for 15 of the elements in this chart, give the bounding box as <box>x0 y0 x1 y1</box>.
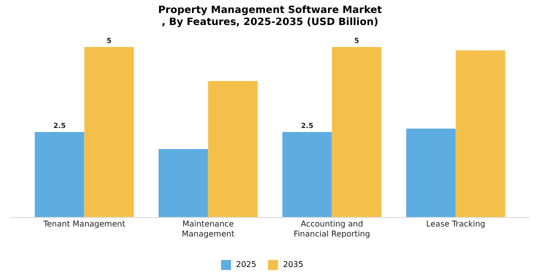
bar <box>84 47 134 217</box>
bar <box>282 132 332 217</box>
bar <box>34 132 84 217</box>
bar <box>332 47 382 217</box>
legend-label: 2025 <box>236 260 256 269</box>
chart-title: Property Management Software Market , By Features, 2025-2035 (USD Billion) <box>158 5 382 28</box>
x-tick-label: Accounting and Financial Reporting <box>294 220 370 238</box>
x-tick-label: Tenant Management <box>42 220 126 228</box>
x-tick-label: Lease Tracking <box>426 220 486 228</box>
x-tick-label: Maintenance Management <box>182 220 234 238</box>
bar <box>456 50 506 217</box>
bar <box>208 81 258 217</box>
bar <box>406 128 456 217</box>
legend-label: 2035 <box>283 260 304 269</box>
bar <box>158 149 208 217</box>
